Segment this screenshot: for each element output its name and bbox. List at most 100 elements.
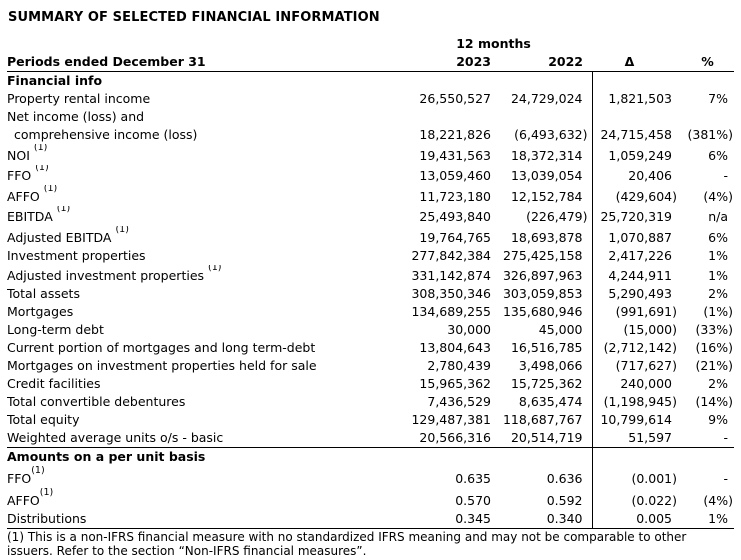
section-heading-spacer xyxy=(405,71,496,90)
table-row: Current portion of mortgages and long te… xyxy=(7,339,734,357)
value-2022: 20,514,719 xyxy=(496,429,593,447)
row-label: Investment properties xyxy=(7,247,405,265)
table-row: Weighted average units o/s - basic 20,566… xyxy=(7,429,734,447)
row-label: Adjusted EBITDA(1) xyxy=(7,226,405,247)
column-header-2023: 2023 xyxy=(405,53,496,72)
row-label-text: FFO xyxy=(7,168,32,183)
footnote: (1) This is a non-IFRS financial measure… xyxy=(7,530,687,558)
value-2022: 275,425,158 xyxy=(496,246,593,265)
row-label-text: Property rental income xyxy=(7,91,151,106)
value-percent: 1% xyxy=(708,247,729,263)
span-header-row: 12 months xyxy=(7,36,734,53)
financial-summary-table: 12 months Periods ended December 31 2023… xyxy=(7,36,735,529)
footnote-reference: (1) xyxy=(31,466,45,477)
value-percent: - xyxy=(723,429,729,445)
value-delta: 1,059,249 xyxy=(608,147,673,163)
span-header-12-months: 12 months xyxy=(456,36,531,51)
row-label-text: Long-term debt xyxy=(7,322,104,337)
value-2023: 308,350,346 xyxy=(411,286,491,301)
value-2023: 20,566,316 xyxy=(419,429,491,445)
value-2023: 19,764,765 xyxy=(419,229,491,245)
value-delta: 51,597 xyxy=(628,429,673,445)
value-2023: 30,000 xyxy=(447,322,491,337)
value-delta: 240,000 xyxy=(620,376,673,391)
value-percent xyxy=(681,108,734,126)
row-label: Net income (loss) and xyxy=(7,108,405,126)
row-label-text: AFFO xyxy=(7,188,40,204)
value-2023: 26,550,527 xyxy=(419,91,491,106)
value-2023: 0.345 xyxy=(405,510,496,529)
value-2022: 13,039,054 xyxy=(496,164,593,185)
value-2022: 24,729,024 xyxy=(496,90,593,108)
value-delta: (0.022) xyxy=(631,493,678,508)
value-percent: (33%) xyxy=(695,322,734,337)
value-percent: - xyxy=(723,471,729,486)
column-header-delta: Δ xyxy=(592,53,682,72)
row-label-text: Total convertible debentures xyxy=(7,394,186,409)
value-percent: 6% xyxy=(708,147,729,163)
value-2023: 0.635 xyxy=(455,471,491,486)
value-2022: 0.636 xyxy=(496,466,593,488)
value-delta: (1,198,945) xyxy=(603,394,678,409)
value-percent: - xyxy=(723,168,729,183)
row-label: Credit facilities xyxy=(7,375,405,393)
table-row: Total assets 308,350,346 303,059,853 5,290,… xyxy=(7,285,734,303)
row-label: Weighted average units o/s - basic xyxy=(7,429,405,447)
section-heading-row: Financial info xyxy=(7,71,734,90)
footnote-reference: (1) xyxy=(33,144,48,153)
value-delta: 4,244,911 xyxy=(608,268,673,283)
table-row: FFO(1) 13,059,460 13,039,054 20,406 - xyxy=(7,164,734,186)
value-2022: 16,516,785 xyxy=(496,339,593,357)
page-title: SUMMARY OF SELECTED FINANCIAL INFORMATIO… xyxy=(8,10,380,25)
row-label-text: Mortgages on investment properties held … xyxy=(7,358,317,373)
value-delta: 5,290,493 xyxy=(608,286,673,301)
value-percent: (21%) xyxy=(695,358,734,373)
value-2023: 7,436,529 xyxy=(427,394,491,409)
table-row: Total convertible debentures 7,436,529 8,6… xyxy=(7,393,734,411)
row-label-text: Investment properties xyxy=(7,247,146,263)
value-2023: 18,221,826 xyxy=(419,127,491,142)
column-header-2022: 2022 xyxy=(496,53,593,72)
row-label-text: Distributions xyxy=(7,510,87,526)
value-2022: (226,479) xyxy=(496,205,593,226)
value-2023 xyxy=(405,108,496,126)
row-label-text: EBITDA xyxy=(7,209,53,224)
table-row: Distributions 0.345 0.340 0.005 1% xyxy=(7,510,735,529)
value-2023: 0.570 xyxy=(455,493,491,508)
row-label: Mortgages xyxy=(7,303,405,321)
value-percent: (381%) xyxy=(687,127,734,142)
value-2023: 331,142,874 xyxy=(411,268,491,283)
row-label: NOI(1) xyxy=(7,144,405,165)
section-heading-spacer xyxy=(496,71,593,90)
table-row: Adjusted EBITDA(1) 19,764,765 18,693,878 1,… xyxy=(7,226,734,247)
row-label-text: Mortgages xyxy=(7,304,74,319)
value-delta: (2,712,142) xyxy=(603,340,678,355)
value-delta: 1,070,887 xyxy=(608,229,673,245)
row-label: FFO(1) xyxy=(7,165,405,186)
value-2023: 25,493,840 xyxy=(419,209,491,224)
column-header-periods: Periods ended December 31 xyxy=(7,53,405,72)
value-2022: 326,897,963 xyxy=(496,264,593,285)
value-2023: 11,723,180 xyxy=(419,188,491,204)
table-row: FFO(1) 0.635 0.636 (0.001) - xyxy=(7,466,734,488)
value-delta: 2,417,226 xyxy=(608,247,673,263)
row-label: Total assets xyxy=(7,285,405,303)
footnote-reference: (1) xyxy=(208,264,222,274)
row-label-text: Net income (loss) and xyxy=(7,109,145,124)
value-delta: 25,720,319 xyxy=(600,209,673,224)
row-label: comprehensive income (loss) xyxy=(7,126,405,144)
value-delta: 20,406 xyxy=(628,168,673,183)
table-row: EBITDA(1) 25,493,840 (226,479) 25,720,319 n/… xyxy=(7,205,734,226)
table-row: comprehensive income (loss) 18,221,826 (6,… xyxy=(7,126,734,144)
value-2022: 0.592 xyxy=(496,488,593,510)
value-delta xyxy=(592,108,681,126)
value-2022: 12,152,784 xyxy=(496,185,593,206)
value-delta: (15,000) xyxy=(623,322,678,337)
table-row: Credit facilities 15,965,362 15,725,362 240… xyxy=(7,375,734,393)
value-2023: 13,804,643 xyxy=(419,340,491,355)
value-percent: n/a xyxy=(708,209,729,224)
section-heading-spacer xyxy=(681,446,735,466)
row-label: AFFO(1) xyxy=(7,488,405,510)
value-2023: 277,842,384 xyxy=(411,247,491,263)
table-row: Total equity 129,487,381 118,687,767 10,799… xyxy=(7,411,734,429)
